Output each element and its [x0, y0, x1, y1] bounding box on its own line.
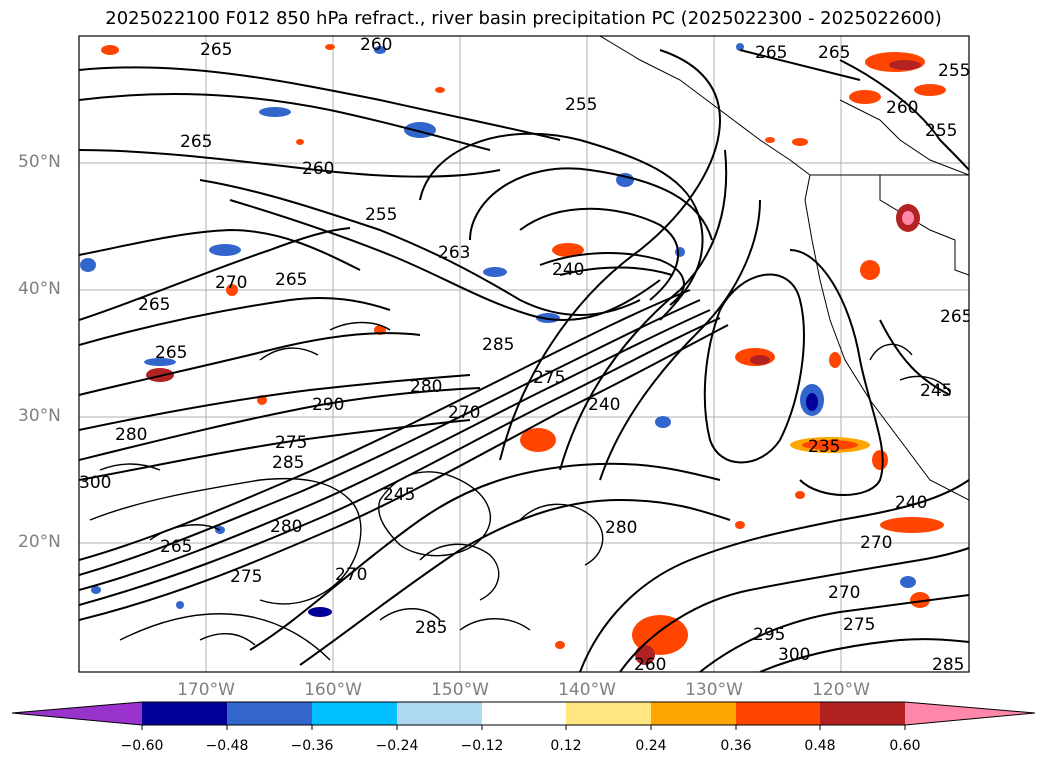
contour-label: 275 [275, 433, 307, 453]
contour-label: 295 [753, 625, 785, 645]
lat-label-20n: 20°N [18, 532, 61, 552]
contour-label: 255 [565, 95, 597, 115]
lon-label-130w: 130°W [685, 680, 743, 700]
colorbar-tick-label: −0.48 [205, 738, 249, 754]
coastline [599, 36, 969, 501]
lat-label-50n: 50°N [18, 152, 61, 172]
lat-label-30n: 30°N [18, 406, 61, 426]
colorbar-tick-label: 0.24 [635, 738, 667, 754]
colorbar-segment [312, 702, 397, 725]
colorbar-tick-label: −0.60 [120, 738, 164, 754]
contour-label: 285 [482, 335, 514, 355]
contour-label: 255 [365, 205, 397, 225]
lon-label-140w: 140°W [558, 680, 616, 700]
contour-label: 240 [552, 260, 584, 280]
contour-label: 260 [360, 35, 392, 55]
colorbar-tick-label: 0.12 [550, 738, 582, 754]
contour-label: 270 [215, 273, 247, 293]
colorbar-tick-label: 0.60 [889, 738, 921, 754]
lon-label-170w: 170°W [177, 680, 235, 700]
contour-label: 285 [272, 453, 304, 473]
contour-label: 280 [115, 425, 147, 445]
colorbar [11, 701, 1036, 730]
lon-label-160w: 160°W [304, 680, 362, 700]
contour-label: 265 [818, 43, 850, 63]
colorbar-tick-label: −0.12 [460, 738, 504, 754]
lon-label-150w: 150°W [431, 680, 489, 700]
contour-label: 255 [938, 61, 970, 81]
colorbar-tick-label: −0.24 [375, 738, 419, 754]
contour-label: 275 [843, 615, 875, 635]
contour-label: 280 [410, 377, 442, 397]
contour-label: 280 [270, 517, 302, 537]
contour-label: 265 [138, 295, 170, 315]
precip-fills [80, 43, 946, 665]
contour-label: 245 [383, 485, 415, 505]
contour-label: 235 [808, 437, 840, 457]
colorbar-tick-label: 0.48 [804, 738, 836, 754]
contour-label: 265 [160, 537, 192, 557]
lon-label-120w: 120°W [812, 680, 870, 700]
contour-label: 265 [940, 307, 972, 327]
lat-label-40n: 40°N [18, 279, 61, 299]
contour-label: 270 [335, 565, 367, 585]
contour-label: 240 [588, 395, 620, 415]
contour-label: 265 [200, 40, 232, 60]
colorbar-segment [736, 702, 820, 725]
contour-label: 263 [438, 243, 470, 263]
contour-label: 285 [932, 655, 964, 675]
colorbar-segment [482, 702, 566, 725]
colorbar-segment [566, 702, 651, 725]
contour-label: 270 [860, 533, 892, 553]
colorbar-segment [12, 702, 142, 725]
contour-label: 270 [448, 403, 480, 423]
colorbar-segment [227, 702, 312, 725]
contour-label: 300 [79, 473, 111, 493]
contour-label: 245 [920, 381, 952, 401]
colorbar-segment [397, 702, 482, 725]
refractivity-contours-thin [89, 321, 951, 661]
contour-label: 265 [155, 343, 187, 363]
contour-label: 270 [828, 583, 860, 603]
colorbar-segment [651, 702, 736, 725]
colorbar-segment [820, 702, 905, 725]
contour-label: 240 [895, 493, 927, 513]
contour-label: 265 [275, 270, 307, 290]
contour-label: 290 [312, 395, 344, 415]
contour-label: 255 [925, 121, 957, 141]
contour-label: 260 [634, 655, 666, 675]
colorbar-tick-label: −0.36 [290, 738, 334, 754]
contour-label-group: 265 260 265 255 265 255 260 255 265 260 … [79, 35, 972, 675]
map-title: 2025022100 F012 850 hPa refract., river … [105, 8, 942, 29]
contour-label: 260 [302, 159, 334, 179]
plot-frame [78, 35, 970, 673]
contour-label: 275 [230, 567, 262, 587]
contour-label: 265 [180, 132, 212, 152]
plot-area [79, 36, 969, 672]
contour-label: 260 [886, 98, 918, 118]
colorbar-segment [905, 702, 1035, 725]
contour-label: 275 [533, 368, 565, 388]
contour-label: 300 [778, 645, 810, 665]
contour-label: 280 [605, 518, 637, 538]
contour-label: 265 [755, 43, 787, 63]
colorbar-segment [142, 702, 227, 725]
contour-label: 285 [415, 618, 447, 638]
colorbar-tick-label: 0.36 [720, 738, 752, 754]
